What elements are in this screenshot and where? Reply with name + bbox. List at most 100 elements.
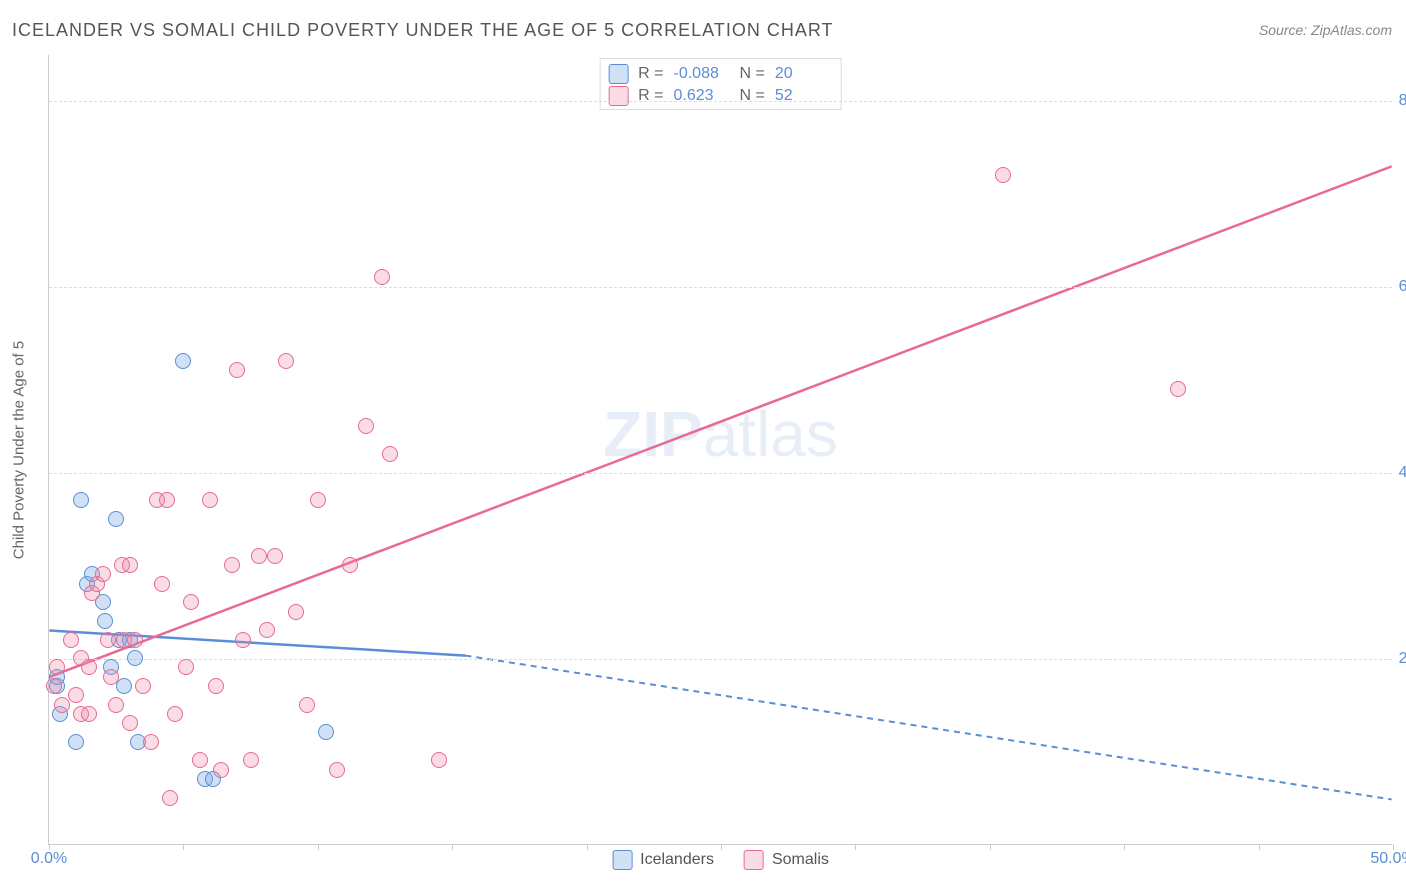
r-value-1: 0.623 [674,85,730,107]
data-point-somalis [159,492,175,508]
legend-label-0: Icelanders [640,851,714,869]
r-value-0: -0.088 [674,63,730,85]
plot-area: Child Poverty Under the Age of 5 ZIPatla… [48,55,1392,845]
data-point-somalis [135,678,151,694]
y-tick-label: 40.0% [1399,464,1406,482]
data-point-somalis [259,622,275,638]
x-tick [318,844,319,850]
x-tick [1124,844,1125,850]
data-point-somalis [183,594,199,610]
data-point-somalis [167,706,183,722]
data-point-icelanders [175,353,191,369]
x-tick-label: 50.0% [1370,850,1406,868]
data-point-somalis [278,353,294,369]
data-point-somalis [1170,381,1186,397]
legend-item-icelanders: Icelanders [612,850,714,870]
trend-line-somalis [49,166,1391,677]
y-axis-title: Child Poverty Under the Age of 5 [11,340,28,558]
data-point-somalis [299,697,315,713]
data-point-somalis [288,604,304,620]
data-point-icelanders [318,724,334,740]
data-point-somalis [431,752,447,768]
data-point-somalis [122,715,138,731]
data-point-somalis [213,762,229,778]
watermark: ZIPatlas [603,397,838,471]
data-point-somalis [310,492,326,508]
data-point-somalis [178,659,194,675]
watermark-thin: atlas [703,398,838,470]
legend-item-somalis: Somalis [744,850,829,870]
r-label: R = [638,63,663,85]
data-point-somalis [208,678,224,694]
data-point-somalis [81,659,97,675]
data-point-somalis [100,632,116,648]
x-tick [183,844,184,850]
legend-label-1: Somalis [772,851,829,869]
data-point-icelanders [68,734,84,750]
data-point-somalis [235,632,251,648]
data-point-somalis [342,557,358,573]
data-point-somalis [122,557,138,573]
gridline [49,287,1392,288]
stats-row-1: R = 0.623 N = 52 [608,85,831,107]
data-point-somalis [49,659,65,675]
y-tick-label: 20.0% [1399,650,1406,668]
n-value-0: 20 [775,63,831,85]
r-label-1: R = [638,85,663,107]
gridline [49,659,1392,660]
data-point-somalis [995,167,1011,183]
legend-swatch-1 [744,850,764,870]
data-point-somalis [81,706,97,722]
n-label-1: N = [740,85,765,107]
data-point-somalis [329,762,345,778]
trend-line-extrap-icelanders [465,656,1391,800]
data-point-somalis [143,734,159,750]
swatch-icelanders [608,64,628,84]
data-point-somalis [251,548,267,564]
chart-title: ICELANDER VS SOMALI CHILD POVERTY UNDER … [12,20,834,41]
legend: Icelanders Somalis [612,850,829,870]
swatch-somalis [608,86,628,106]
data-point-somalis [127,632,143,648]
x-tick [1259,844,1260,850]
data-point-somalis [108,697,124,713]
trend-lines-layer [49,55,1392,844]
y-tick-label: 80.0% [1399,92,1406,110]
data-point-somalis [63,632,79,648]
x-tick [990,844,991,850]
data-point-somalis [374,269,390,285]
x-tick [452,844,453,850]
n-label: N = [740,63,765,85]
data-point-somalis [154,576,170,592]
gridline [49,101,1392,102]
watermark-bold: ZIP [603,398,703,470]
x-tick-label: 0.0% [31,850,67,868]
data-point-somalis [162,790,178,806]
data-point-somalis [224,557,240,573]
stats-row-0: R = -0.088 N = 20 [608,63,831,85]
data-point-somalis [229,362,245,378]
data-point-icelanders [108,511,124,527]
data-point-somalis [267,548,283,564]
gridline [49,473,1392,474]
x-tick [855,844,856,850]
source-attribution: Source: ZipAtlas.com [1259,22,1392,38]
data-point-icelanders [73,492,89,508]
data-point-somalis [103,669,119,685]
data-point-icelanders [116,678,132,694]
data-point-somalis [382,446,398,462]
data-point-somalis [243,752,259,768]
data-point-somalis [95,566,111,582]
data-point-icelanders [97,613,113,629]
data-point-somalis [46,678,62,694]
data-point-somalis [192,752,208,768]
data-point-somalis [202,492,218,508]
data-point-somalis [358,418,374,434]
data-point-somalis [68,687,84,703]
n-value-1: 52 [775,85,831,107]
y-tick-label: 60.0% [1399,278,1406,296]
x-tick [721,844,722,850]
data-point-icelanders [127,650,143,666]
legend-swatch-0 [612,850,632,870]
x-tick [587,844,588,850]
